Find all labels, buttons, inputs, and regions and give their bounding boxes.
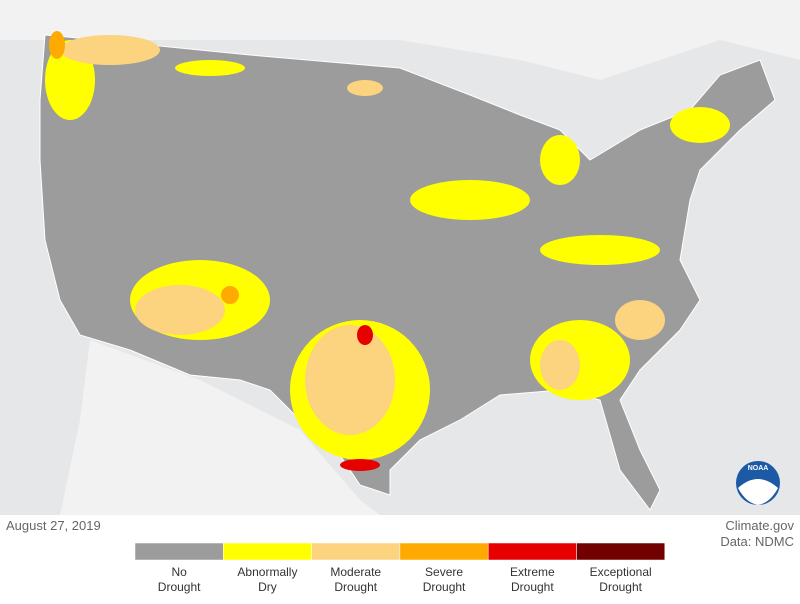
moderate-area	[135, 285, 225, 335]
legend-label: Dry	[258, 580, 277, 594]
canada-mexico-land	[0, 0, 800, 515]
legend: NoDroughtAbnormallyDryModerateDroughtSev…	[134, 542, 666, 594]
logo-wave	[738, 479, 778, 505]
legend-label: Drought	[158, 580, 201, 594]
site-credit: Climate.gov	[725, 518, 794, 533]
legend-label: Drought	[511, 580, 554, 594]
moderate-area	[60, 35, 160, 65]
extreme-area	[340, 459, 380, 471]
extreme-area	[357, 325, 373, 345]
legend-label: No	[171, 565, 187, 579]
dry-area	[175, 60, 245, 76]
moderate-area	[540, 340, 580, 390]
legend-label: Severe	[425, 565, 463, 579]
dry-area	[410, 180, 530, 220]
legend-swatch	[399, 542, 489, 561]
legend-swatch	[576, 542, 666, 561]
date: August 27, 2019	[6, 518, 101, 533]
severe-area	[221, 286, 239, 304]
legend-label: Abnormally	[237, 565, 297, 579]
logo-text: NOAA	[748, 465, 769, 472]
dry-area	[540, 235, 660, 265]
severe-area	[49, 31, 65, 59]
dry-area	[540, 135, 580, 185]
legend-label: Drought	[423, 580, 466, 594]
source-credit: Data: NDMC	[720, 534, 794, 549]
legend-swatch	[487, 542, 577, 561]
legend-swatch	[134, 542, 224, 561]
legend-swatch	[311, 542, 401, 561]
legend-swatch	[223, 542, 312, 561]
legend-label: Drought	[334, 580, 377, 594]
legend-label: Moderate	[330, 565, 381, 579]
moderate-area	[347, 80, 383, 96]
moderate-area	[305, 325, 395, 435]
legend-label: Extreme	[510, 565, 555, 579]
legend-label: Exceptional	[590, 565, 652, 579]
dry-area	[670, 107, 730, 143]
drought-areas	[45, 31, 730, 471]
legend-label: Drought	[599, 580, 642, 594]
noaa-logo: NOAA	[736, 461, 780, 505]
moderate-area	[615, 300, 665, 340]
